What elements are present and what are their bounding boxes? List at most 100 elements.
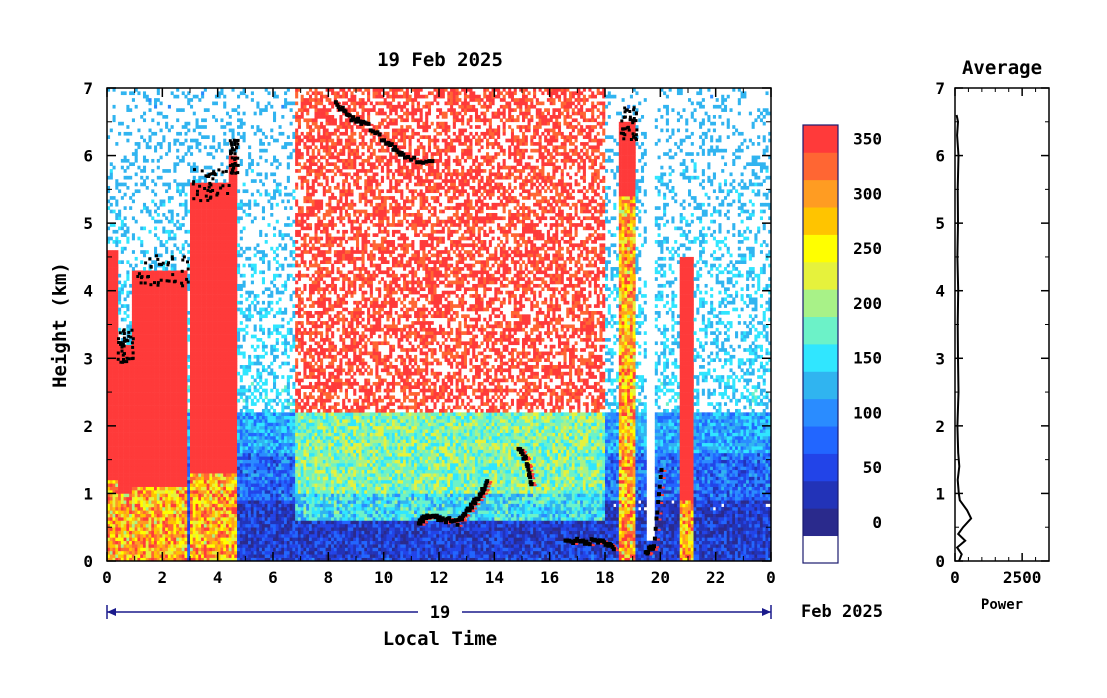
heatmap-cell [140, 385, 143, 389]
heatmap-cell [160, 112, 163, 116]
heatmap-cell [190, 446, 193, 450]
heatmap-cell [143, 547, 146, 551]
heatmap-cell [171, 395, 174, 399]
heatmap-cell [229, 193, 232, 197]
heatmap-cell [193, 527, 196, 531]
heatmap-cell [187, 122, 190, 126]
heatmap-cell [157, 318, 160, 322]
heatmap-cell [201, 243, 204, 247]
heatmap-cell [234, 210, 237, 214]
heatmap-cell [193, 203, 196, 207]
heatmap-cell [234, 325, 237, 329]
heatmap-cell [223, 355, 226, 359]
heatmap-cell [237, 267, 240, 271]
heatmap-cell [115, 314, 118, 318]
heatmap-cell [182, 91, 185, 95]
heatmap-cell [215, 358, 218, 362]
heatmap-cell [237, 547, 240, 551]
heatmap-cell [218, 345, 221, 349]
heatmap-cell [232, 108, 235, 112]
heatmap-cell [140, 510, 143, 514]
heatmap-cell [223, 453, 226, 457]
heatmap-cell [146, 443, 149, 447]
heatmap-cell [198, 416, 201, 420]
heatmap-cell [204, 338, 207, 342]
heatmap-cell [146, 537, 149, 541]
heatmap-cell [132, 233, 135, 237]
heatmap-cell [143, 416, 146, 420]
heatmap-cell [137, 450, 140, 454]
heatmap-cell [171, 433, 174, 437]
heatmap-cell [143, 321, 146, 325]
heatmap-cell [129, 372, 132, 376]
heatmap-cell [196, 409, 199, 413]
heatmap-cell [209, 514, 212, 518]
heatmap-cell [196, 297, 199, 301]
heatmap-cell [146, 159, 149, 163]
heatmap-cell [176, 95, 179, 99]
heatmap-cell [173, 355, 176, 359]
heatmap-cell [132, 480, 135, 484]
heatmap-cell [162, 500, 165, 504]
heatmap-cell [196, 213, 199, 217]
heatmap-cell [113, 514, 116, 518]
heatmap-cell [113, 210, 116, 214]
heatmap-cell [179, 308, 182, 312]
heatmap-cell [220, 450, 223, 454]
heatmap-cell [157, 287, 160, 291]
heatmap-cell [207, 152, 210, 156]
heatmap-cell [124, 517, 127, 521]
heatmap-cell [137, 325, 140, 329]
heatmap-cell [190, 443, 193, 447]
heatmap-cell [160, 379, 163, 383]
heatmap-cell [160, 504, 163, 508]
heatmap-cell [215, 406, 218, 410]
heatmap-cell [226, 399, 229, 403]
heatmap-cell [209, 416, 212, 420]
heatmap-cell [154, 554, 157, 558]
heatmap-cell [110, 345, 113, 349]
heatmap-cell [173, 284, 176, 288]
heatmap-cell [110, 480, 113, 484]
heatmap-cell [135, 294, 138, 298]
heatmap-cell [143, 267, 146, 271]
heatmap-cell [218, 416, 221, 420]
heatmap-cell [184, 531, 187, 535]
heatmap-cell [149, 345, 152, 349]
heatmap-cell [198, 264, 201, 268]
heatmap-cell [215, 102, 218, 106]
heatmap-cell [196, 118, 199, 122]
heatmap-cell [132, 470, 135, 474]
heatmap-cell [157, 460, 160, 464]
heatmap-cell [126, 108, 129, 112]
heatmap-cell [113, 439, 116, 443]
heatmap-cell [162, 358, 165, 362]
heatmap-cell [182, 274, 185, 278]
heatmap-cell [232, 399, 235, 403]
heatmap-cell [198, 358, 201, 362]
heatmap-cell [198, 328, 201, 332]
heatmap-cell [193, 267, 196, 271]
heatmap-cell [135, 419, 138, 423]
heatmap-cell [146, 186, 149, 190]
heatmap-cell [187, 328, 190, 332]
heatmap-cell [190, 490, 193, 494]
heatmap-cell [113, 460, 116, 464]
heatmap-cell [113, 524, 116, 528]
heatmap-cell [146, 456, 149, 460]
heatmap-cell [149, 338, 152, 342]
heatmap-cell [232, 132, 235, 136]
heatmap-cell [124, 206, 127, 210]
heatmap-cell [196, 355, 199, 359]
heatmap-cell [160, 547, 163, 551]
heatmap-cell [179, 402, 182, 406]
heatmap-cell [110, 294, 113, 298]
heatmap-cell [140, 379, 143, 383]
heatmap-cell [184, 409, 187, 413]
heatmap-cell [165, 480, 168, 484]
heatmap-cell [229, 429, 232, 433]
heatmap-cell [207, 227, 210, 231]
heatmap-cell [229, 422, 232, 426]
heatmap-cell [157, 510, 160, 514]
heatmap-cell [135, 541, 138, 545]
